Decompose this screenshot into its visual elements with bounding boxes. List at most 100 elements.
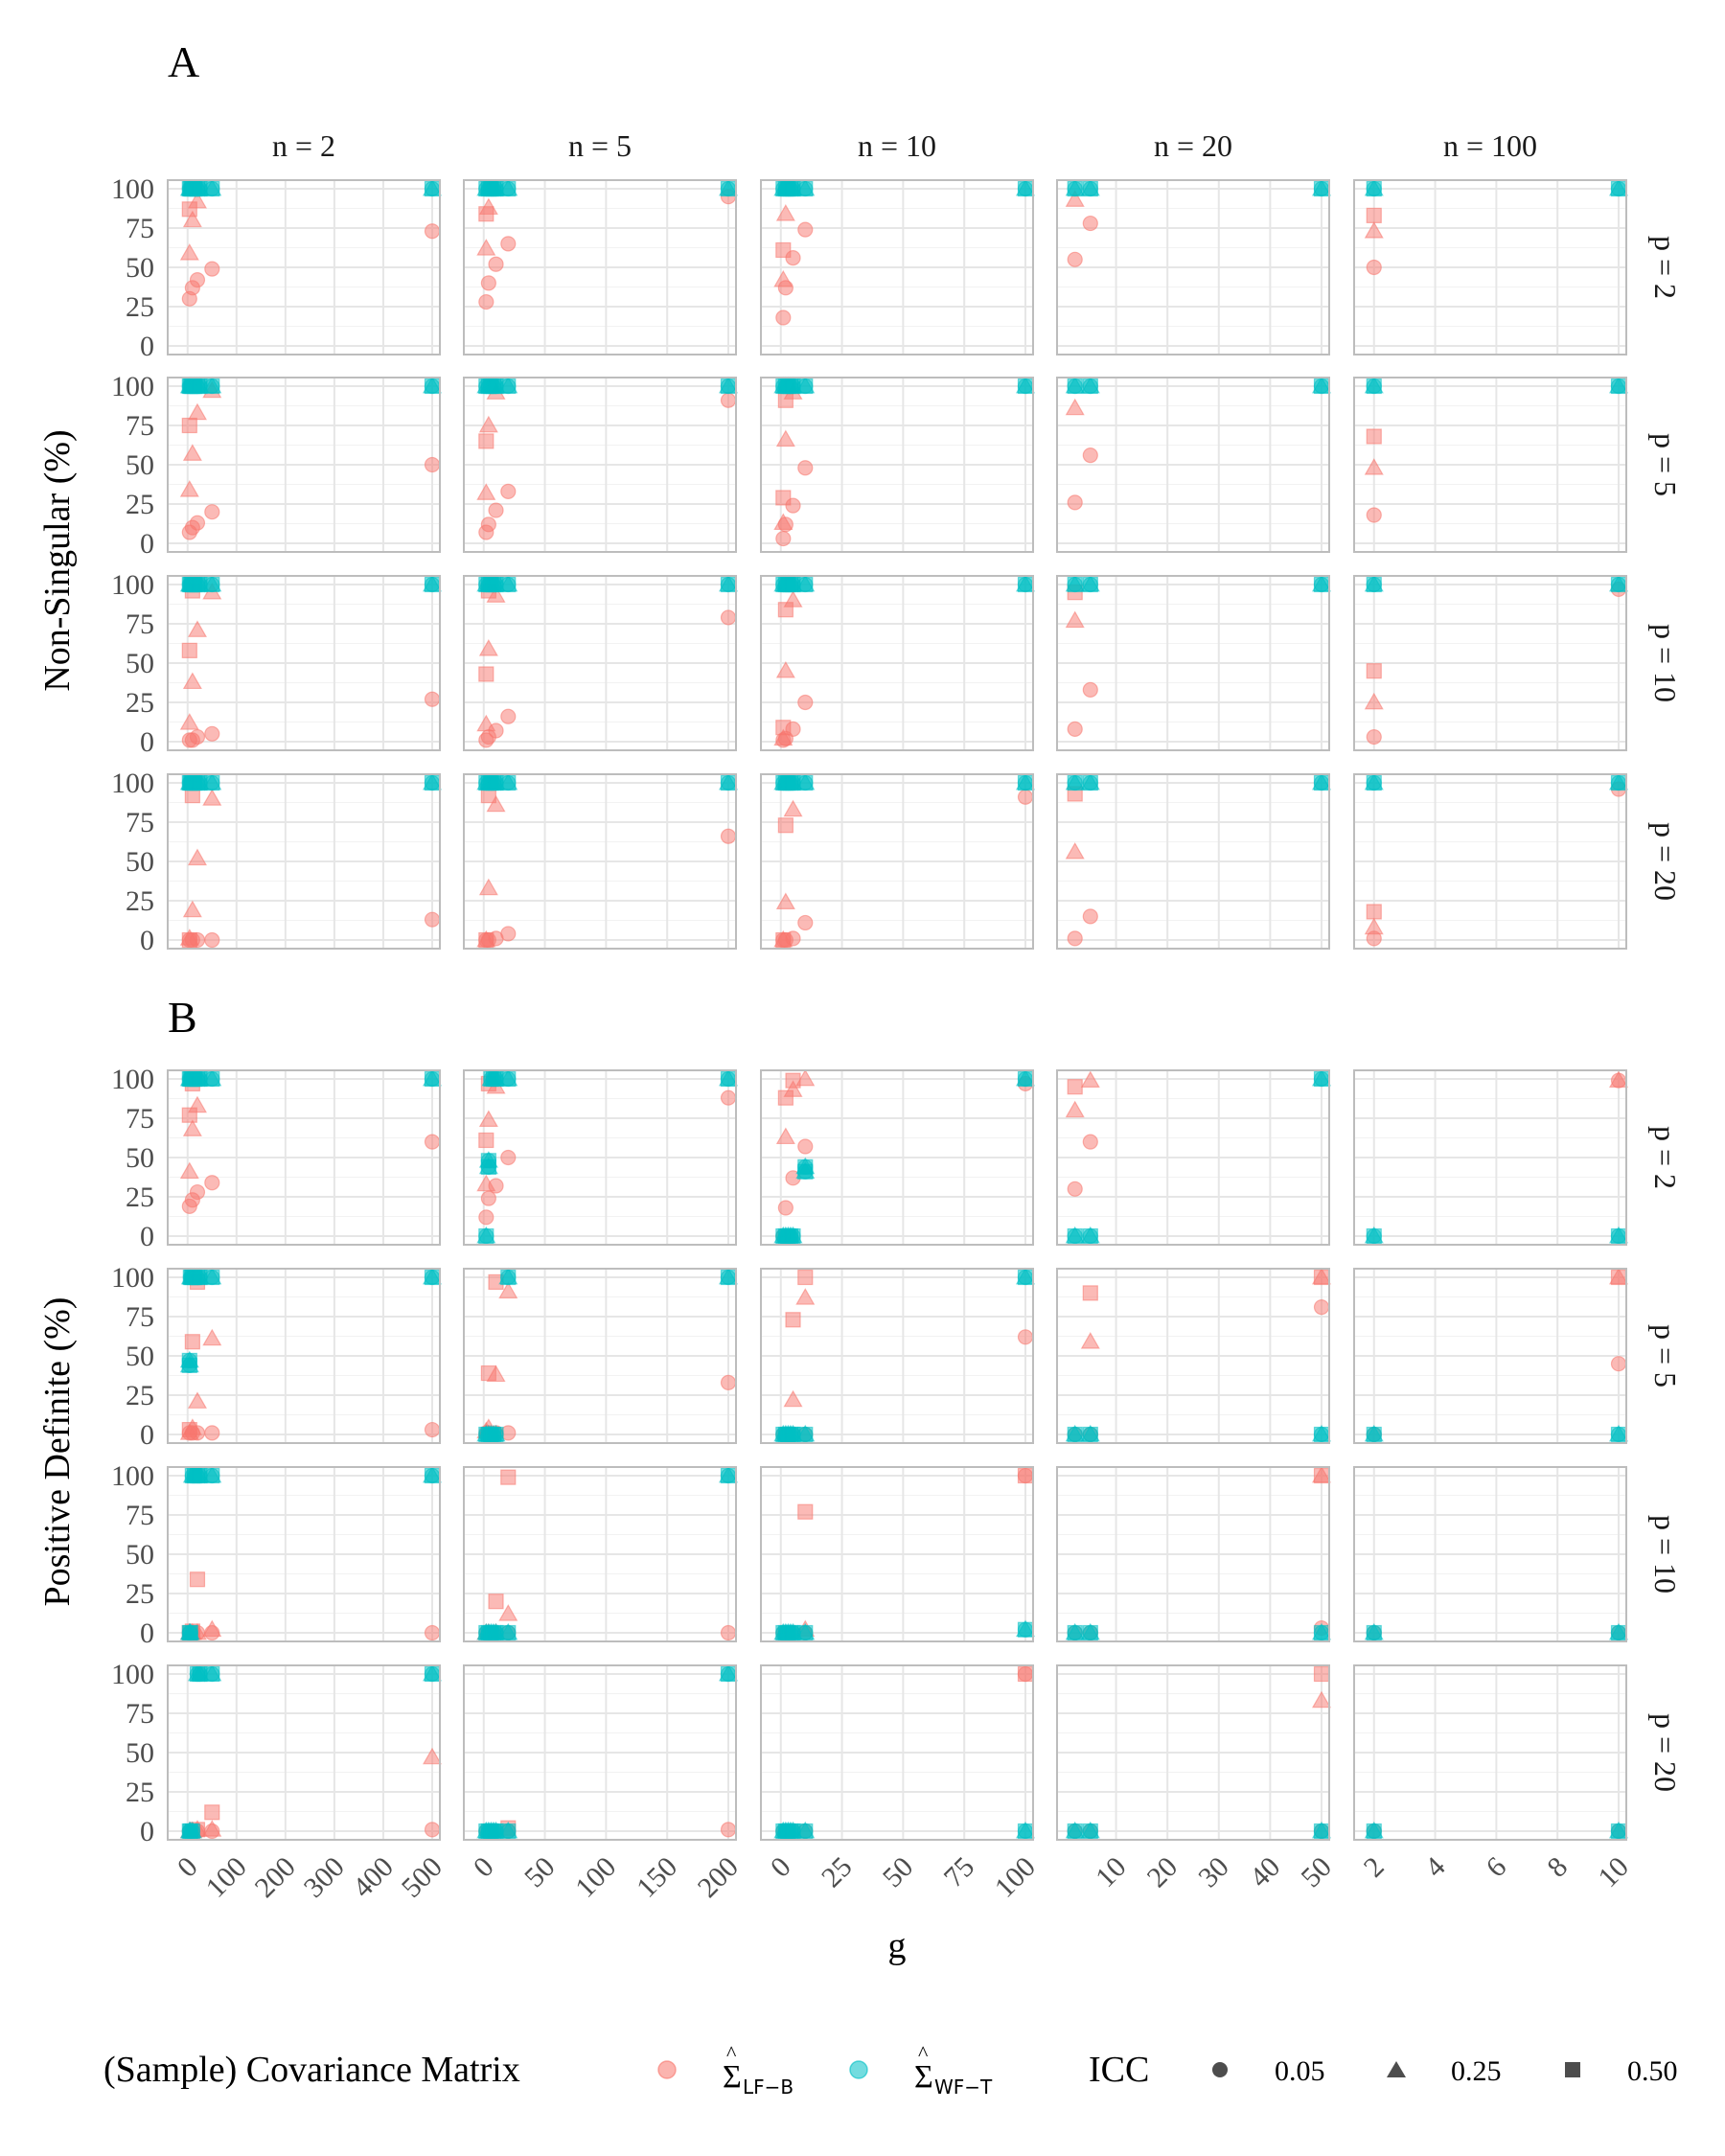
legend: (Sample) Covariance Matrix Σ ^ LF−B Σ ^ … [104, 2041, 1678, 2099]
data-point-lf-b [476, 1174, 496, 1192]
data-point-lf-b [1313, 1467, 1330, 1484]
data-point-lf-b [1080, 1332, 1100, 1349]
data-point-lf-b [189, 1571, 206, 1588]
legend-icc-square-icon [1565, 2062, 1580, 2077]
data-point-lf-b [204, 261, 220, 277]
y-tick-label: 100 [111, 569, 154, 601]
column-strip-label: n = 2 [272, 128, 335, 163]
row-strip-label: p = 20 [1648, 822, 1683, 901]
data-point-lf-b [202, 1619, 222, 1638]
data-point-lf-b [797, 914, 814, 931]
data-points [773, 376, 1036, 547]
panel-border [463, 377, 737, 553]
data-point-lf-b [720, 1089, 737, 1106]
data-point-wf-t [1067, 378, 1083, 395]
panel-border [760, 1664, 1034, 1841]
data-point-lf-b [480, 1365, 496, 1382]
data-point-lf-b [204, 725, 220, 742]
data-point-wf-t [1017, 378, 1034, 395]
data-point-wf-t [1017, 1269, 1034, 1286]
data-points [476, 1068, 739, 1245]
panel-border [760, 377, 1034, 553]
panel-border [760, 1069, 1034, 1246]
data-point-lf-b [1366, 507, 1382, 523]
data-points [1065, 376, 1332, 511]
data-point-wf-t [797, 180, 814, 197]
data-point-lf-b [1366, 259, 1382, 276]
y-tick-label: 100 [111, 1262, 154, 1294]
y-tick-label: 25 [126, 489, 154, 520]
data-point-wf-t [1610, 1426, 1627, 1443]
data-points [1065, 1267, 1332, 1443]
panel-b-r1-c3 [760, 1068, 1036, 1246]
data-point-wf-t [720, 1467, 737, 1484]
data-point-lf-b [179, 1161, 199, 1180]
data-point-wf-t [204, 378, 220, 395]
panel-border [1056, 1268, 1330, 1444]
data-point-lf-b [720, 609, 737, 626]
data-point-wf-t [1366, 1624, 1382, 1641]
data-point-wf-t [720, 576, 737, 593]
legend-wft-symbol: Σ [914, 2059, 933, 2095]
data-point-lf-b [181, 201, 197, 218]
data-point-lf-b [179, 480, 199, 497]
data-point-lf-b [1364, 458, 1384, 475]
data-points [476, 1465, 739, 1641]
data-point-lf-b [797, 1269, 814, 1286]
data-point-wf-t [1366, 576, 1382, 593]
panel-b-r4-c4: 10 20 30 40 50 [1056, 1664, 1338, 1894]
data-point-wf-t [1067, 1426, 1083, 1443]
data-point-lf-b [486, 794, 506, 813]
x-tick-label: 8 [1541, 1851, 1574, 1884]
data-point-lf-b [1082, 1134, 1098, 1150]
data-point-lf-b [202, 1328, 222, 1346]
legend-icc-050: 0.50 [1627, 2055, 1678, 2087]
data-point-lf-b [478, 206, 494, 222]
y-tick-label: 0 [140, 925, 154, 956]
panel-border [167, 1069, 441, 1246]
panel-border [167, 1466, 441, 1642]
data-point-wf-t [500, 378, 517, 395]
column-strip-label: n = 100 [1443, 128, 1537, 163]
legend-lfb-subscript: LF−B [743, 2076, 794, 2099]
data-points [476, 1663, 739, 1840]
panel-b-r3-c5: p = 10 [1353, 1466, 1683, 1642]
data-point-wf-t [1082, 180, 1098, 197]
data-point-lf-b [181, 1421, 197, 1438]
panel-border [1056, 773, 1330, 950]
panel-a-r4-c1: 0 25 50 75 100 [111, 768, 443, 956]
panel-a-r3-c3 [760, 574, 1036, 751]
row-strip-label: p = 2 [1648, 1126, 1683, 1189]
data-point-lf-b [181, 1107, 197, 1123]
data-point-wf-t [424, 1467, 441, 1484]
panel-a-r2-c2 [463, 376, 739, 553]
data-point-lf-b [775, 720, 792, 736]
panel-border [1353, 1268, 1627, 1444]
data-point-lf-b [1366, 904, 1382, 920]
panel-b-r1-c4 [1056, 1068, 1332, 1246]
panel-border [1353, 773, 1627, 950]
x-tick-label: 20 [1141, 1851, 1184, 1894]
y-tick-label: 100 [111, 1064, 154, 1095]
data-point-lf-b [777, 392, 794, 408]
panel-a-r3-c4 [1056, 574, 1332, 751]
data-point-lf-b [476, 714, 496, 732]
data-point-lf-b [1364, 692, 1384, 710]
x-tick-label: 0 [765, 1851, 797, 1884]
x-tick-label: 10 [1090, 1851, 1133, 1894]
data-points [773, 772, 1036, 949]
data-point-wf-t [204, 1665, 220, 1683]
panel-border [463, 1268, 737, 1444]
data-point-lf-b [424, 911, 441, 928]
data-point-lf-b [424, 1134, 441, 1150]
data-point-wf-t [204, 1269, 220, 1286]
data-point-wf-t [720, 180, 737, 197]
data-point-wf-t [1366, 774, 1382, 791]
data-point-wf-t [1082, 1227, 1098, 1245]
y-tick-label: 50 [126, 648, 154, 679]
data-point-lf-b [204, 931, 220, 949]
data-point-wf-t [500, 1624, 517, 1641]
data-point-lf-b [187, 620, 208, 637]
data-points [1065, 574, 1332, 737]
